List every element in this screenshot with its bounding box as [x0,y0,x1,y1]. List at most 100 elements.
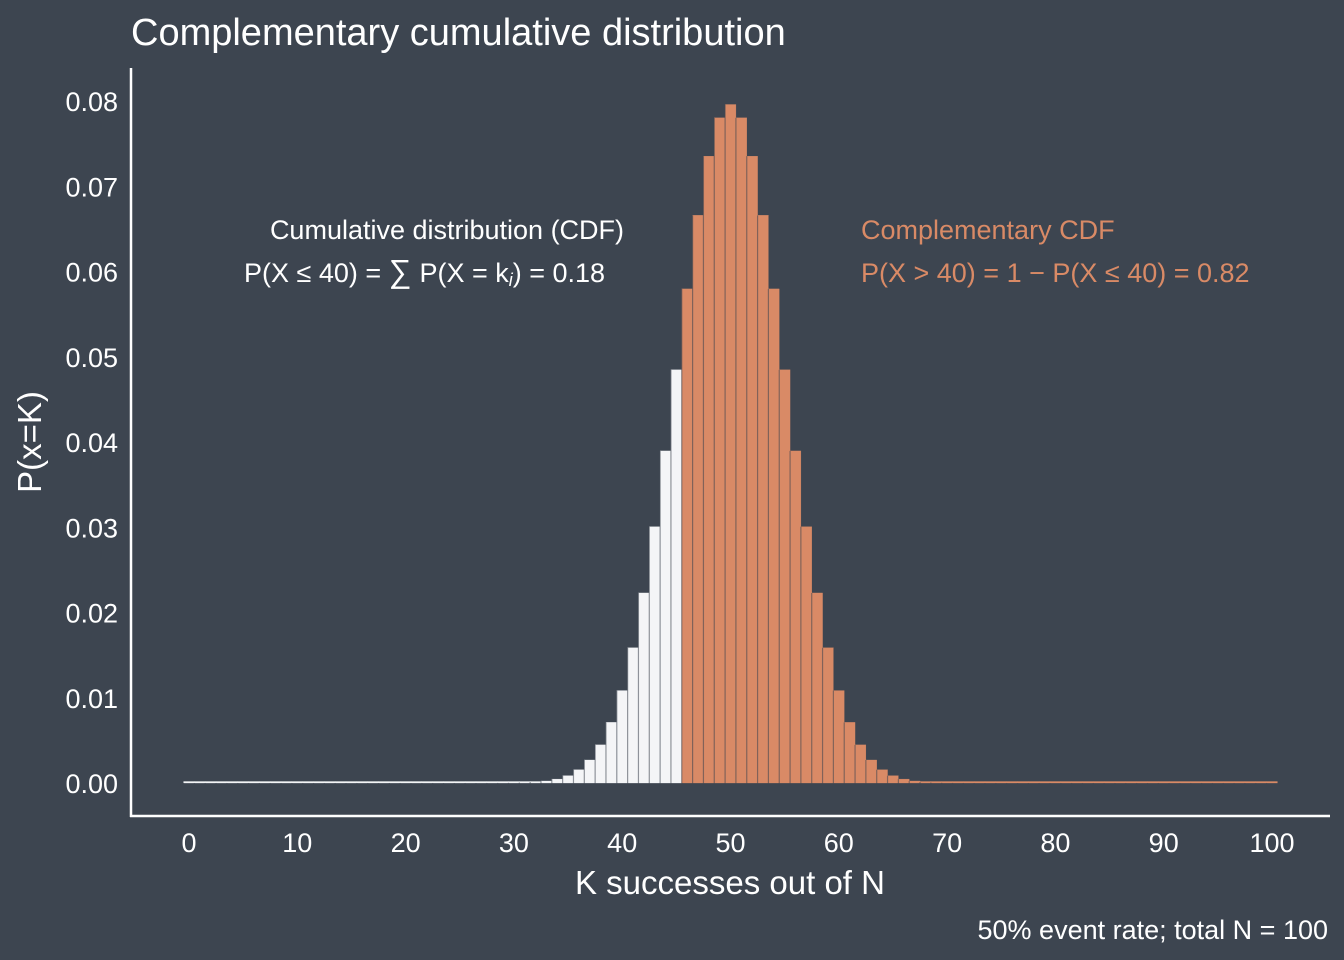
y-tick-label: 0.08 [65,87,118,117]
bar-k-54 [768,288,780,784]
bar-k-16 [356,781,368,784]
bar-k-37 [584,759,596,784]
bar-k-41 [627,647,639,784]
bar-k-81 [1060,781,1072,784]
bar-k-99 [1255,781,1267,784]
bar-k-42 [638,592,650,784]
bar-k-52 [746,156,758,784]
x-tick-label: 100 [1249,828,1294,858]
bar-k-94 [1201,781,1213,784]
bar-k-49 [714,117,726,784]
bar-k-14 [335,781,347,784]
bar-k-90 [1158,781,1170,784]
y-tick-label: 0.07 [65,172,118,202]
bar-k-73 [974,781,986,784]
bar-k-68 [919,781,932,784]
bar-k-38 [594,744,607,784]
ccdf-annotation-title: Complementary CDF [861,215,1115,245]
bar-k-88 [1136,781,1148,784]
sum-symbol: ∑ [389,253,412,289]
bar-k-25 [454,781,466,784]
bar-k-26 [465,781,477,784]
x-tick-label: 0 [181,828,196,858]
bar-k-85 [1103,781,1116,784]
bar-k-4 [226,781,238,784]
bar-k-21 [410,781,422,784]
x-tick-label: 20 [391,828,421,858]
bar-k-66 [898,778,910,784]
bar-k-78 [1028,781,1040,784]
bar-k-45 [670,369,682,784]
bar-k-63 [865,759,877,784]
caption: 50% event rate; total N = 100 [978,915,1328,945]
bar-k-34 [551,778,563,784]
bar-k-79 [1039,781,1051,784]
bar-k-11 [302,781,314,784]
bar-k-98 [1244,781,1256,784]
bar-k-60 [833,690,845,784]
x-tick-label: 40 [607,828,637,858]
x-tick-label: 10 [282,828,312,858]
bar-k-29 [497,781,509,784]
bar-k-100 [1266,781,1278,784]
bar-k-10 [291,781,303,784]
bar-k-92 [1179,781,1191,784]
bar-k-82 [1071,781,1083,784]
bar-k-24 [443,781,455,784]
bar-k-62 [854,744,867,784]
bar-k-55 [779,369,791,784]
bars-group [182,104,1278,784]
bar-k-5 [237,781,249,784]
cdf-formula-subscript: i [509,270,514,290]
bar-k-23 [432,781,444,784]
y-tick-label: 0.04 [65,428,118,458]
bar-k-86 [1114,781,1126,784]
x-tick-label: 50 [715,828,745,858]
x-tick-label: 80 [1040,828,1070,858]
bar-k-51 [735,117,747,784]
bar-k-36 [573,769,585,784]
bar-k-69 [930,781,942,784]
ccdf-annotation-formula: P(X > 40) = 1 − P(X ≤ 40) = 0.82 [861,258,1250,288]
bar-k-0 [183,781,195,784]
bar-k-2 [205,781,217,784]
bar-k-17 [367,781,379,784]
bar-k-48 [703,156,715,784]
bar-k-19 [389,781,401,784]
bar-k-89 [1147,781,1159,784]
bar-k-58 [811,592,823,784]
y-tick-label: 0.00 [65,769,118,799]
cdf-formula-term: P(X = k [419,258,509,288]
bar-k-56 [789,450,802,784]
bar-k-71 [952,781,964,784]
y-tick-label: 0.03 [65,513,118,543]
bar-k-95 [1212,781,1224,784]
x-tick-label: 70 [932,828,962,858]
y-tick-label: 0.05 [65,343,118,373]
bar-k-40 [616,690,628,784]
bar-k-27 [475,781,487,784]
bar-k-74 [984,781,996,784]
chart-title: Complementary cumulative distribution [131,12,786,54]
bar-k-87 [1125,781,1137,784]
cdf-formula-rhs: ) = 0.18 [513,258,605,288]
bar-k-65 [887,775,899,784]
bar-k-93 [1190,781,1202,784]
bar-k-91 [1168,781,1181,784]
x-tick-label: 60 [824,828,854,858]
bar-k-20 [400,781,412,784]
bar-k-84 [1093,781,1105,784]
bar-k-61 [844,722,856,784]
bar-k-44 [659,450,672,784]
bar-k-46 [681,288,693,784]
bar-k-97 [1233,781,1246,784]
bar-k-57 [800,526,812,784]
bar-k-13 [324,781,336,784]
y-ticks: 0.00 0.01 0.02 0.03 0.04 0.05 0.06 0.07 0.08 [65,87,118,799]
bar-k-35 [562,775,574,784]
bar-k-30 [508,781,520,784]
bar-k-77 [1017,781,1029,784]
bar-k-18 [378,781,390,784]
bar-k-7 [259,781,271,784]
